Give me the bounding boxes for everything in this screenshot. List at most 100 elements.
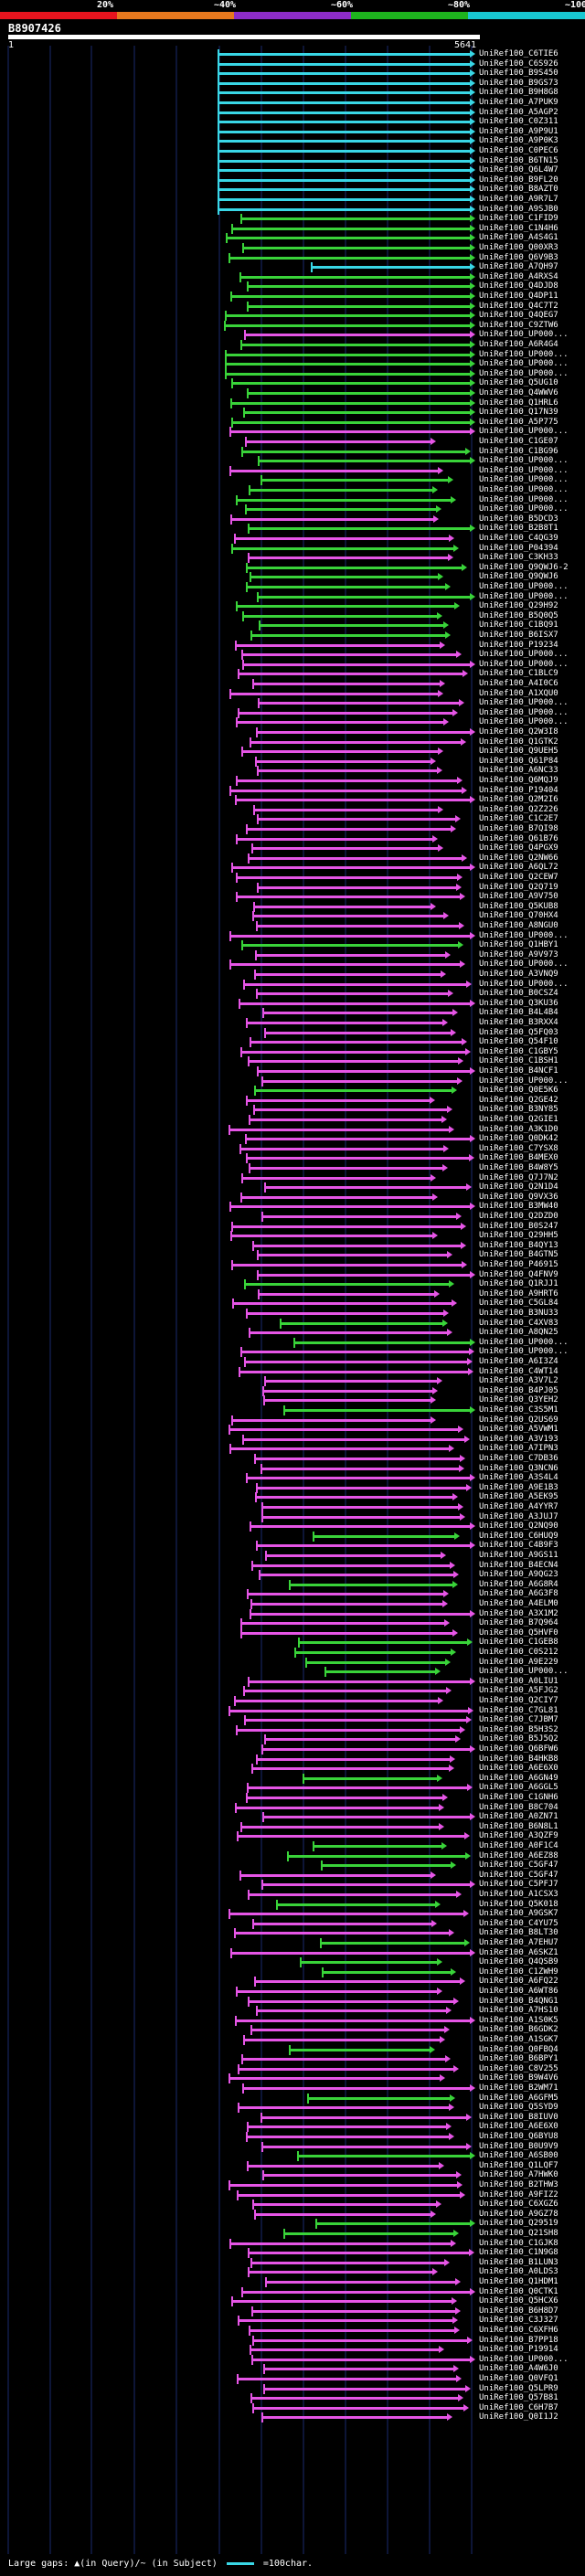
hit-row[interactable]: UniRef100_A6EZ88 — [0, 1850, 585, 1861]
hit-row[interactable]: UniRef100_B1LUN3 — [0, 2257, 585, 2268]
hit-label[interactable]: UniRef100_A6GGL5 — [479, 1783, 558, 1793]
hit-label[interactable]: UniRef100_UP000... — [479, 659, 569, 669]
hit-label[interactable]: UniRef100_C1GBY5 — [479, 1046, 558, 1056]
hit-label[interactable]: UniRef100_B4ECN4 — [479, 1560, 558, 1570]
hit-row[interactable]: UniRef100_B4NCF1 — [0, 1066, 585, 1076]
hit-label[interactable]: UniRef100_Q29H92 — [479, 601, 558, 611]
hit-row[interactable]: UniRef100_P19914 — [0, 2345, 585, 2356]
hit-label[interactable]: UniRef100_Q57B81 — [479, 2393, 558, 2403]
hit-row[interactable]: UniRef100_B9S450 — [0, 69, 585, 80]
hit-row[interactable]: UniRef100_C0S212 — [0, 1648, 585, 1658]
hit-row[interactable]: UniRef100_A1SGK7 — [0, 2035, 585, 2045]
hit-row[interactable]: UniRef100_A0LIU1 — [0, 1676, 585, 1687]
hit-row[interactable]: UniRef100_Q4C7T2 — [0, 301, 585, 312]
hit-label[interactable]: UniRef100_UP000... — [479, 368, 569, 378]
hit-row[interactable]: UniRef100_C3S5M1 — [0, 1405, 585, 1415]
hit-row[interactable]: UniRef100_C4YU75 — [0, 1918, 585, 1929]
hit-label[interactable]: UniRef100_B4HKB8 — [479, 1754, 558, 1764]
hit-label[interactable]: UniRef100_C6HUQ9 — [479, 1531, 558, 1541]
hit-label[interactable]: UniRef100_Q2GIE1 — [479, 1115, 558, 1124]
hit-label[interactable]: UniRef100_Q4C7T2 — [479, 301, 558, 311]
hit-label[interactable]: UniRef100_C1GJK8 — [479, 2238, 558, 2248]
hit-row[interactable]: UniRef100_C1BLC9 — [0, 669, 585, 680]
hit-label[interactable]: UniRef100_UP000... — [479, 465, 569, 475]
hit-label[interactable]: UniRef100_Q5SYD9 — [479, 2103, 558, 2113]
hit-label[interactable]: UniRef100_A0LIU1 — [479, 1676, 558, 1686]
hit-label[interactable]: UniRef100_A9V750 — [479, 892, 558, 902]
hit-label[interactable]: UniRef100_B6ISX7 — [479, 631, 558, 640]
hit-row[interactable]: UniRef100_C5GF47 — [0, 1870, 585, 1881]
hit-label[interactable]: UniRef100_B3MW40 — [479, 1202, 558, 1212]
hit-label[interactable]: UniRef100_Q7J7N2 — [479, 1172, 558, 1182]
hit-row[interactable]: UniRef100_A9P9U1 — [0, 126, 585, 137]
hit-label[interactable]: UniRef100_A6E6X0 — [479, 2122, 558, 2132]
hit-row[interactable]: UniRef100_Q29H92 — [0, 601, 585, 612]
hit-row[interactable]: UniRef100_Q70HX4 — [0, 911, 585, 922]
hit-row[interactable]: UniRef100_UP000... — [0, 349, 585, 360]
hit-label[interactable]: UniRef100_UP000... — [479, 707, 569, 717]
hit-row[interactable]: UniRef100_A9QG23 — [0, 1570, 585, 1581]
hit-row[interactable]: UniRef100_UP000... — [0, 1337, 585, 1348]
hit-label[interactable]: UniRef100_A3X1M2 — [479, 1608, 558, 1618]
hit-label[interactable]: UniRef100_B5H3S2 — [479, 1724, 558, 1734]
hit-label[interactable]: UniRef100_C1BG96 — [479, 446, 558, 456]
hit-label[interactable]: UniRef100_Q5KUB8 — [479, 901, 558, 911]
hit-label[interactable]: UniRef100_A0ZN71 — [479, 1812, 558, 1822]
hit-label[interactable]: UniRef100_A4ELM0 — [479, 1599, 558, 1608]
hit-label[interactable]: UniRef100_Q9QWJ6 — [479, 572, 558, 582]
hit-row[interactable]: UniRef100_A6SB00 — [0, 2151, 585, 2162]
hit-label[interactable]: UniRef100_B6H8D7 — [479, 2306, 558, 2316]
hit-label[interactable]: UniRef100_Q3NCN6 — [479, 1463, 558, 1473]
hit-label[interactable]: UniRef100_A9E229 — [479, 1657, 558, 1667]
hit-label[interactable]: UniRef100_UP000... — [479, 698, 569, 708]
hit-label[interactable]: UniRef100_C4YU75 — [479, 1918, 558, 1928]
hit-label[interactable]: UniRef100_B9H8G8 — [479, 88, 558, 98]
hit-row[interactable]: UniRef100_C8V255 — [0, 2063, 585, 2074]
hit-row[interactable]: UniRef100_Q2GE42 — [0, 1095, 585, 1106]
hit-row[interactable]: UniRef100_B4ECN4 — [0, 1560, 585, 1571]
hit-label[interactable]: UniRef100_P19914 — [479, 2345, 558, 2355]
hit-row[interactable]: UniRef100_Q0I1J2 — [0, 2412, 585, 2423]
hit-label[interactable]: UniRef100_UP000... — [479, 2354, 569, 2364]
hit-row[interactable]: UniRef100_B6GDK2 — [0, 2025, 585, 2036]
hit-label[interactable]: UniRef100_Q5HCX6 — [479, 2296, 558, 2306]
hit-row[interactable]: UniRef100_Q5SYD9 — [0, 2103, 585, 2114]
hit-label[interactable]: UniRef100_Q6BFW6 — [479, 1744, 558, 1754]
hit-label[interactable]: UniRef100_Q2GE42 — [479, 1095, 558, 1105]
hit-row[interactable]: UniRef100_A6G8R4 — [0, 1579, 585, 1590]
hit-row[interactable]: UniRef100_A9E1B3 — [0, 1482, 585, 1493]
hit-label[interactable]: UniRef100_UP000... — [479, 485, 569, 494]
hit-row[interactable]: UniRef100_A9GZ78 — [0, 2209, 585, 2220]
hit-label[interactable]: UniRef100_Q29519 — [479, 2219, 558, 2229]
hit-row[interactable]: UniRef100_A1XQU0 — [0, 688, 585, 699]
hit-row[interactable]: UniRef100_Q4QSB9 — [0, 1957, 585, 1968]
hit-row[interactable]: UniRef100_A0ZN71 — [0, 1812, 585, 1823]
hit-row[interactable]: UniRef100_Q5K018 — [0, 1899, 585, 1910]
hit-label[interactable]: UniRef100_UP000... — [479, 1667, 569, 1677]
hit-label[interactable]: UniRef100_A9GSK7 — [479, 1909, 558, 1919]
hit-row[interactable]: UniRef100_B3NU33 — [0, 1309, 585, 1319]
hit-row[interactable]: UniRef100_UP000... — [0, 485, 585, 495]
hit-label[interactable]: UniRef100_C5GL84 — [479, 1299, 558, 1309]
hit-label[interactable]: UniRef100_UP000... — [479, 717, 569, 727]
hit-label[interactable]: UniRef100_C4B9F3 — [479, 1541, 558, 1551]
hit-label[interactable]: UniRef100_B8AZT0 — [479, 185, 558, 195]
hit-row[interactable]: UniRef100_Q5LPR9 — [0, 2383, 585, 2394]
hit-row[interactable]: UniRef100_C1GNH6 — [0, 1793, 585, 1803]
hit-label[interactable]: UniRef100_Q0DK42 — [479, 1134, 558, 1144]
hit-label[interactable]: UniRef100_A7HWK0 — [479, 2170, 558, 2180]
hit-row[interactable]: UniRef100_B6BPY1 — [0, 2054, 585, 2065]
hit-row[interactable]: UniRef100_C5PFJ7 — [0, 1880, 585, 1891]
hit-label[interactable]: UniRef100_A6NC33 — [479, 766, 558, 776]
hit-row[interactable]: UniRef100_A7PUK9 — [0, 98, 585, 108]
hit-row[interactable]: UniRef100_C1BSH1 — [0, 1056, 585, 1067]
hit-label[interactable]: UniRef100_Q2W3I8 — [479, 727, 558, 737]
hit-row[interactable]: UniRef100_A4W6J0 — [0, 2364, 585, 2375]
hit-label[interactable]: UniRef100_UP000... — [479, 359, 569, 369]
hit-row[interactable]: UniRef100_A3S4L4 — [0, 1473, 585, 1484]
hit-label[interactable]: UniRef100_C5GF47 — [479, 1870, 558, 1880]
hit-row[interactable]: UniRef100_Q1GTK2 — [0, 737, 585, 747]
hit-label[interactable]: UniRef100_A4S4G1 — [479, 233, 558, 243]
hit-row[interactable]: UniRef100_C1GEB8 — [0, 1638, 585, 1648]
hit-row[interactable]: UniRef100_B0U9V9 — [0, 2141, 585, 2152]
